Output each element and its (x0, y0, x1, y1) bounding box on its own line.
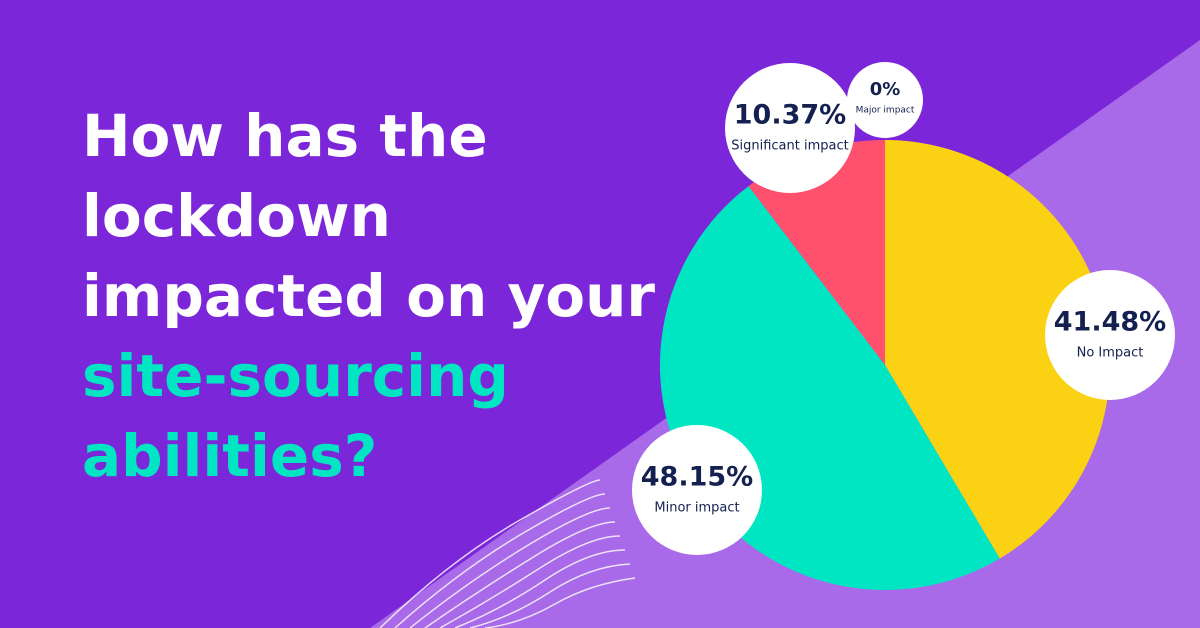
label-bubble (725, 63, 855, 193)
label-bubble (847, 62, 923, 138)
title-highlight-line: site-sourcing (82, 342, 509, 410)
title-line: How has the (82, 102, 488, 170)
labels: 41.48% No Impact 48.15% Minor impact 10.37% S… (632, 62, 1175, 555)
title: How has the lockdown impacted on your site-… (82, 102, 655, 490)
pie-slice (748, 140, 885, 365)
title-highlight-line: abilities? (82, 422, 377, 490)
title-line: impacted on your (82, 262, 655, 330)
wave-pattern (379, 479, 636, 628)
pie-slice (885, 140, 1110, 559)
label-bubble (632, 425, 762, 555)
value-label: 0% (870, 79, 901, 100)
category-label: No Impact (1077, 346, 1144, 361)
value-label: 10.37% (734, 100, 846, 131)
category-label: Major impact (856, 106, 915, 116)
category-label: Significant impact (731, 139, 848, 154)
category-label: Minor impact (654, 501, 739, 516)
title-line: lockdown (82, 182, 391, 250)
value-label: 41.48% (1054, 307, 1166, 338)
value-label: 48.15% (641, 462, 753, 493)
label-bubble (1045, 270, 1175, 400)
